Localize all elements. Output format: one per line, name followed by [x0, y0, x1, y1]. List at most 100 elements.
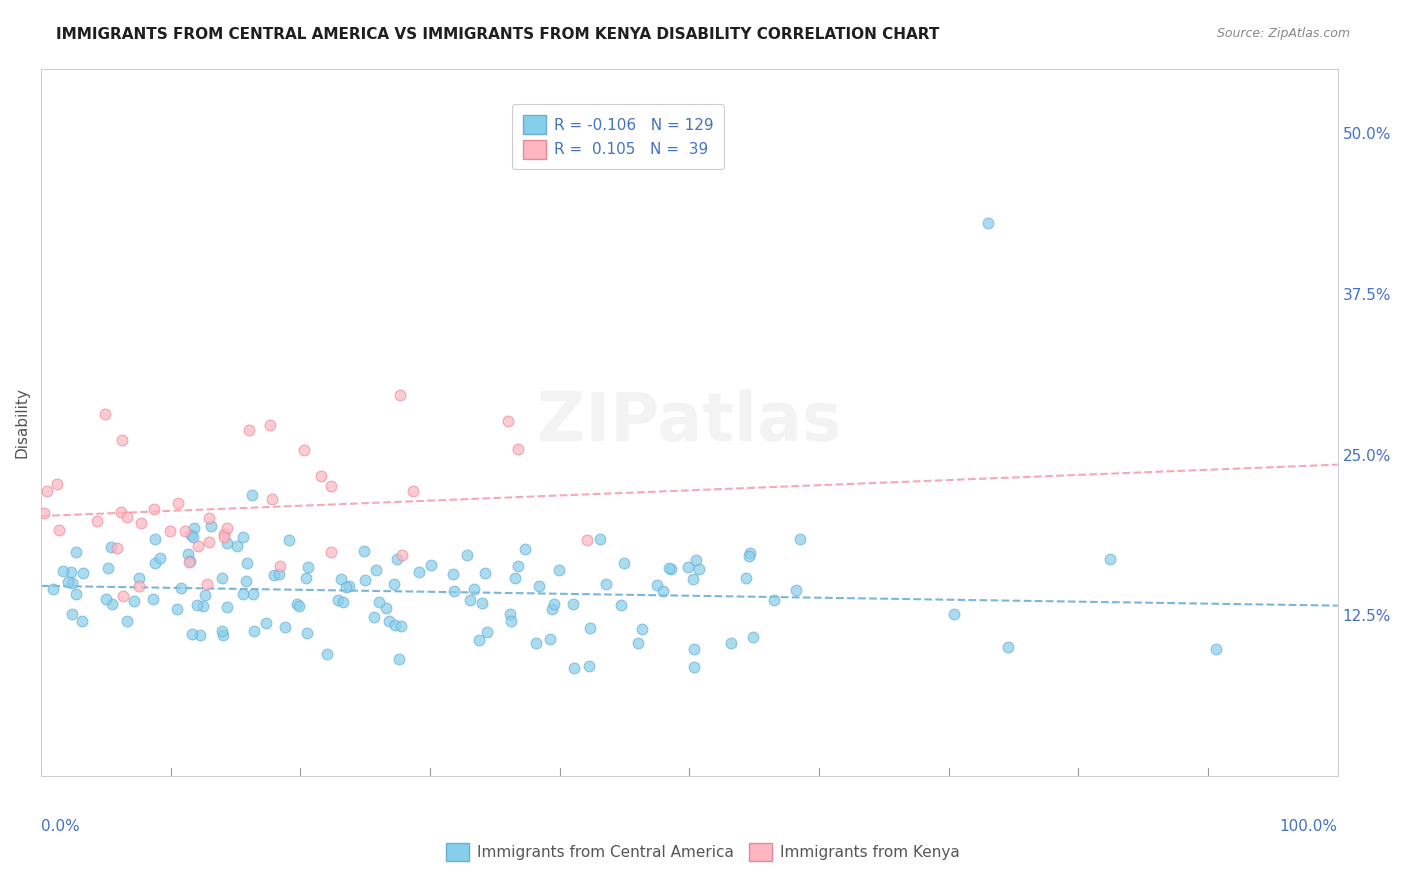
- Point: [506, 559, 529, 574]
- Point: [471, 595, 494, 609]
- Point: [562, 597, 585, 611]
- Point: [321, 479, 343, 493]
- Point: [56, 575, 79, 590]
- Legend: R = -0.106   N = 129, R =  0.105   N =  39: R = -0.106 N = 129, R = 0.105 N = 39: [512, 104, 724, 169]
- Point: [211, 571, 233, 585]
- Point: [720, 635, 742, 649]
- Point: [191, 599, 214, 614]
- Point: [1205, 642, 1227, 657]
- Point: [215, 599, 238, 614]
- Point: [238, 423, 260, 437]
- Point: [527, 579, 550, 593]
- Point: [785, 582, 807, 597]
- Point: [62, 575, 84, 590]
- Point: [254, 615, 277, 630]
- Point: [60, 566, 83, 580]
- Point: [149, 550, 172, 565]
- Point: [506, 442, 529, 457]
- Point: [391, 549, 413, 563]
- Legend: Immigrants from Central America, Immigrants from Kenya: Immigrants from Central America, Immigra…: [440, 837, 966, 867]
- Point: [789, 532, 811, 546]
- Point: [401, 484, 423, 499]
- Point: [200, 519, 222, 533]
- Point: [235, 556, 257, 570]
- Point: [188, 628, 211, 642]
- Point: [240, 488, 263, 502]
- Point: [167, 496, 190, 510]
- Point: [738, 546, 761, 560]
- Point: [589, 533, 612, 547]
- Point: [501, 614, 523, 628]
- Point: [658, 560, 681, 574]
- Point: [142, 592, 165, 607]
- Point: [179, 553, 201, 567]
- Point: [543, 597, 565, 611]
- Point: [65, 545, 87, 559]
- Point: [105, 541, 128, 556]
- Text: Source: ZipAtlas.com: Source: ZipAtlas.com: [1216, 27, 1350, 40]
- Point: [110, 433, 132, 447]
- Point: [267, 567, 290, 582]
- Point: [463, 582, 485, 596]
- Point: [335, 581, 357, 595]
- Point: [538, 632, 561, 647]
- Point: [297, 559, 319, 574]
- Point: [143, 532, 166, 546]
- Y-axis label: Disability: Disability: [15, 387, 30, 458]
- Point: [385, 551, 408, 566]
- Point: [225, 539, 247, 553]
- Point: [363, 610, 385, 624]
- Point: [441, 567, 464, 582]
- Text: ZIPatlas: ZIPatlas: [537, 389, 842, 455]
- Point: [475, 625, 498, 640]
- Point: [243, 624, 266, 639]
- Point: [131, 516, 153, 531]
- Point: [195, 577, 218, 591]
- Point: [456, 548, 478, 562]
- Point: [94, 407, 117, 421]
- Point: [295, 571, 318, 585]
- Point: [378, 615, 401, 629]
- Point: [683, 660, 706, 674]
- Point: [353, 544, 375, 558]
- Point: [332, 595, 354, 609]
- Point: [211, 628, 233, 642]
- Point: [260, 492, 283, 507]
- Point: [408, 565, 430, 579]
- Point: [128, 579, 150, 593]
- Point: [458, 593, 481, 607]
- Point: [100, 540, 122, 554]
- Point: [742, 630, 765, 644]
- Point: [32, 506, 55, 520]
- Point: [562, 661, 585, 675]
- Point: [277, 533, 299, 548]
- Text: 0.0%: 0.0%: [41, 819, 80, 834]
- Point: [215, 536, 238, 550]
- Point: [198, 534, 221, 549]
- Text: 100.0%: 100.0%: [1279, 819, 1337, 834]
- Point: [474, 566, 496, 581]
- Point: [631, 622, 654, 636]
- Point: [214, 526, 236, 541]
- Point: [627, 636, 650, 650]
- Point: [65, 587, 87, 601]
- Point: [263, 568, 285, 582]
- Point: [72, 566, 94, 580]
- Point: [187, 539, 209, 553]
- Point: [143, 557, 166, 571]
- Point: [46, 477, 69, 491]
- Point: [159, 524, 181, 538]
- Point: [499, 607, 522, 621]
- Point: [737, 549, 759, 563]
- Point: [292, 442, 315, 457]
- Point: [503, 571, 526, 585]
- Point: [48, 523, 70, 537]
- Point: [997, 640, 1019, 654]
- Point: [515, 542, 537, 557]
- Point: [541, 601, 564, 615]
- Point: [180, 528, 202, 542]
- Point: [60, 607, 83, 621]
- Point: [683, 642, 706, 657]
- Text: IMMIGRANTS FROM CENTRAL AMERICA VS IMMIGRANTS FROM KENYA DISABILITY CORRELATION : IMMIGRANTS FROM CENTRAL AMERICA VS IMMIG…: [56, 27, 939, 42]
- Point: [468, 633, 491, 648]
